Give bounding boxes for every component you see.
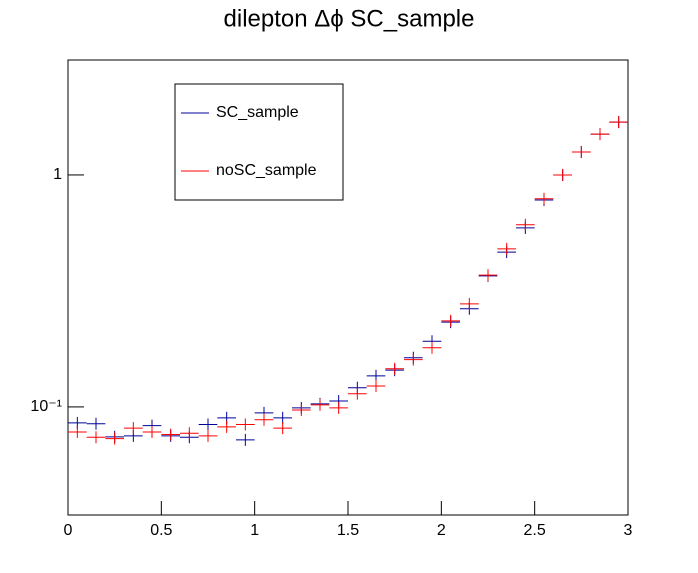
y-tick-label: 1 (53, 166, 62, 183)
x-tick-label: 0.5 (150, 522, 172, 539)
legend-label: SC_sample (216, 104, 299, 121)
x-tick-label: 3 (624, 522, 633, 539)
x-tick-label: 0 (64, 522, 73, 539)
x-tick-label: 2 (437, 522, 446, 539)
legend-box (174, 83, 344, 201)
x-tick-label: 2.5 (524, 522, 546, 539)
chart-title: dilepton Δϕ SC_sample (224, 5, 475, 32)
y-tick-label: 10⁻¹ (30, 398, 62, 415)
legend-label: noSC_sample (216, 162, 317, 179)
x-tick-label: 1.5 (337, 522, 359, 539)
x-tick-label: 1 (250, 522, 259, 539)
